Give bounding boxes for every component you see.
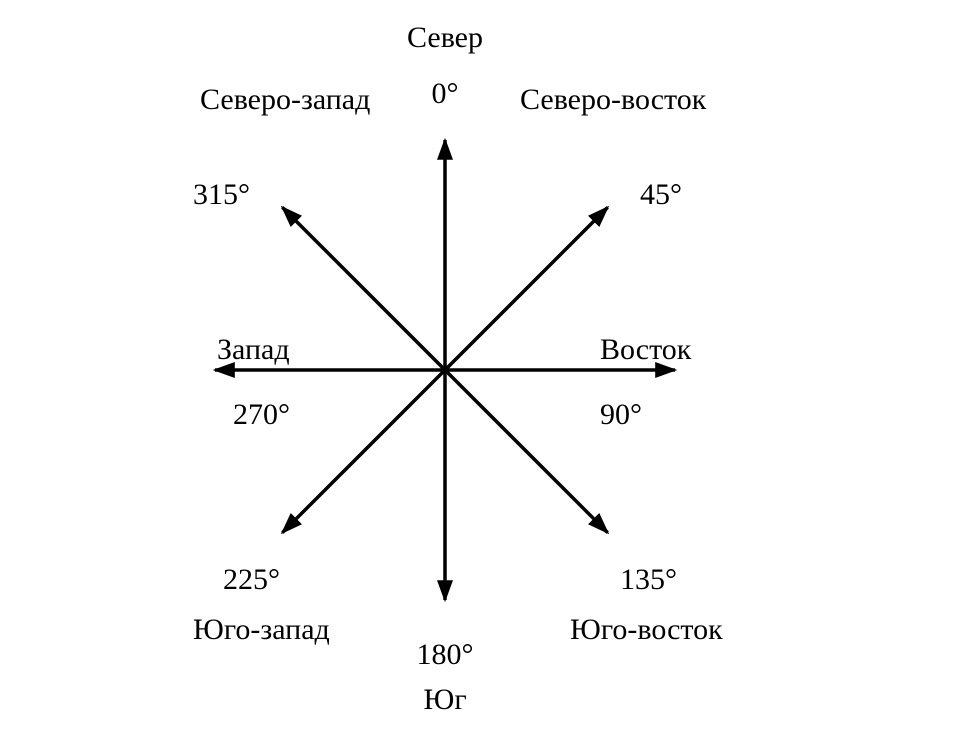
label-degree-southwest: 225° xyxy=(223,565,280,595)
label-name-east: Восток xyxy=(600,335,691,365)
label-name-southeast: Юго-восток xyxy=(570,615,723,645)
arrow-southeast xyxy=(445,370,608,533)
arrow-northwest xyxy=(282,207,445,370)
label-degree-west: 270° xyxy=(233,400,290,430)
label-name-northwest: Северо-запад xyxy=(200,85,370,115)
label-degree-east: 90° xyxy=(600,400,642,430)
label-degree-south: 180° xyxy=(417,640,474,670)
label-name-southwest: Юго-запад xyxy=(193,615,330,645)
label-name-west: Запад xyxy=(217,335,290,365)
label-degree-north: 0° xyxy=(432,79,459,109)
label-name-north: Север xyxy=(407,23,483,53)
arrow-southwest xyxy=(282,370,445,533)
arrow-northeast xyxy=(445,207,608,370)
label-degree-northwest: 315° xyxy=(193,180,250,210)
compass-diagram: Север 0° Северо-восток 45° Восток 90° Юго-вост… xyxy=(0,0,962,734)
compass-svg xyxy=(0,0,962,734)
label-name-northeast: Северо-восток xyxy=(520,85,706,115)
label-degree-northeast: 45° xyxy=(640,180,682,210)
label-name-south: Юг xyxy=(424,685,467,715)
label-degree-southeast: 135° xyxy=(620,565,677,595)
